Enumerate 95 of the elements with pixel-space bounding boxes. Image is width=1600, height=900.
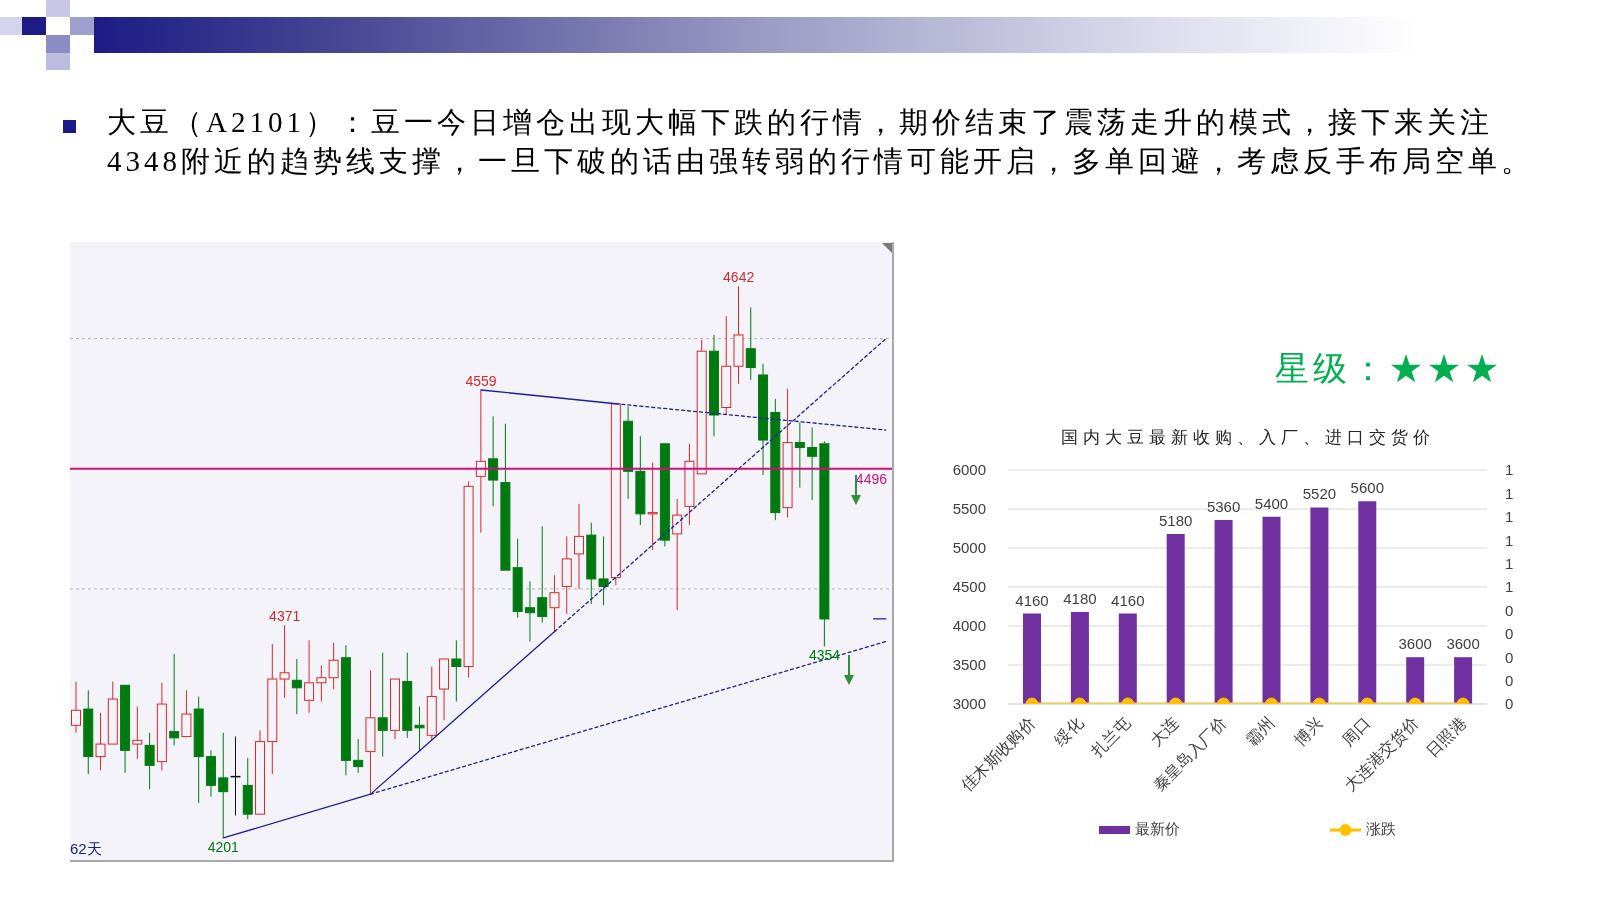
candlestick (291, 658, 302, 715)
candlestick (488, 415, 499, 507)
ref-line-label: 4496 (855, 470, 888, 487)
y-tick-label: 4500 (952, 578, 986, 596)
data-label: 4160 (1015, 591, 1049, 609)
candlestick (659, 443, 670, 547)
candlestick (365, 669, 376, 795)
data-label: 5400 (1254, 494, 1289, 512)
y-tick-label: 3000 (952, 695, 986, 713)
candlestick (120, 684, 131, 774)
x-tick-label: 扎兰屯 (1087, 714, 1134, 761)
candlestick (95, 712, 106, 771)
candlestick (205, 749, 216, 798)
candlestick (549, 574, 560, 632)
candlestick (451, 639, 462, 703)
data-label: 5600 (1350, 479, 1384, 497)
candlestick (389, 678, 400, 740)
data-label: 3600 (1398, 635, 1432, 653)
data-label: 3600 (1446, 635, 1480, 653)
candlestick (623, 405, 634, 500)
y2-tick-label: 1 (1505, 531, 1514, 549)
y-tick-label: 5500 (952, 500, 986, 518)
y-tick-label: 5000 (952, 539, 986, 557)
candlestick (708, 334, 719, 437)
candlestick (635, 435, 646, 526)
candlestick (561, 535, 572, 615)
y2-tick-label: 1 (1505, 578, 1514, 596)
candlestick (647, 462, 658, 551)
candlestick (500, 423, 511, 571)
annotation: 4371 (269, 608, 301, 625)
candlestick (304, 639, 315, 714)
y2-tick-label: 0 (1505, 695, 1514, 713)
text: 62天 (70, 840, 102, 857)
candlestick (255, 729, 266, 815)
x-tick-label: 博兴 (1290, 714, 1326, 749)
y2-tick-label: 1 (1505, 554, 1514, 572)
candlestick (267, 643, 278, 775)
legend-label: 涨跌 (1366, 820, 1396, 839)
candlestick (696, 339, 707, 475)
x-tick-label: 日照港 (1423, 714, 1470, 761)
y-tick-label: 4000 (952, 617, 986, 635)
data-label: 5360 (1206, 497, 1241, 515)
candlestick (807, 427, 818, 501)
data-label: 4180 (1063, 589, 1097, 607)
data-label: 4160 (1111, 591, 1145, 609)
candlestick (218, 732, 229, 839)
y2-tick-label: 1 (1505, 461, 1514, 479)
candlestick (83, 689, 94, 775)
candlestick (340, 644, 351, 776)
candlestick (794, 422, 805, 489)
candlestick (574, 503, 585, 590)
chart-title: 国内大豆最新收购、入厂、进口交货价 (1060, 428, 1435, 447)
candlestick (524, 580, 535, 642)
x-tick-label: 大连 (1147, 714, 1182, 749)
y2-tick-label: 0 (1505, 648, 1514, 666)
candlestick (144, 732, 155, 790)
y2-tick-label: 0 (1505, 625, 1514, 643)
candlestick (684, 443, 695, 526)
data-label: 5180 (1159, 511, 1193, 529)
annotation: 4354 (808, 647, 841, 664)
candlestick (132, 706, 143, 760)
data-label: 5520 (1302, 485, 1337, 503)
candlestick (414, 706, 425, 753)
candlestick (745, 306, 756, 381)
y2-tick-label: 1 (1505, 508, 1514, 526)
annotation: 4559 (465, 372, 497, 389)
candlestick (598, 535, 609, 606)
candlestick (512, 538, 523, 619)
legend-label: 最新价 (1135, 820, 1180, 839)
y2-tick-label: 0 (1505, 671, 1514, 689)
x-tick-label: 霸州 (1242, 714, 1278, 749)
candlestick (169, 653, 180, 746)
text: 大豆（A2101）：豆一今日增仓出现大幅下跌的行情，期价结束了震荡走升的模式，接下来关注4348附近的趋势线支撑，一旦下破的话由强转弱的行情可能开启，多单回避，考虑反手布局空单。 (107, 106, 1534, 177)
annotation: 4201 (207, 838, 240, 855)
y2-tick-label: 1 (1505, 484, 1514, 502)
y-tick-label: 3500 (952, 656, 986, 674)
y-tick-label: 6000 (952, 461, 986, 479)
candlestick (156, 682, 167, 771)
candlestick (537, 525, 548, 624)
candlestick (279, 624, 290, 699)
candlestick (463, 480, 474, 679)
text: 星级：★★★ (1275, 350, 1503, 387)
x-tick-label: 佳木斯收购价 (958, 714, 1039, 794)
candlestick (353, 738, 364, 774)
candlestick (758, 363, 769, 476)
candlestick (672, 498, 683, 611)
annotation: 4642 (723, 269, 755, 286)
x-tick-label: 周口 (1338, 714, 1374, 749)
candlestick (377, 652, 388, 758)
y2-tick-label: 0 (1505, 601, 1514, 619)
candlestick (782, 388, 793, 519)
x-tick-label: 绥化 (1051, 714, 1086, 749)
candlestick (181, 689, 192, 738)
candlestick (439, 658, 450, 721)
candlestick (733, 285, 744, 385)
